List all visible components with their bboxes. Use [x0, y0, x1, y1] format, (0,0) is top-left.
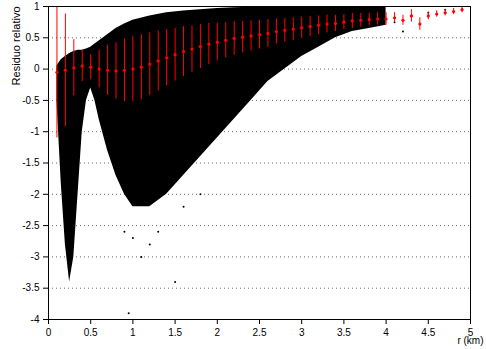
svg-text:-3.5: -3.5: [22, 282, 40, 293]
svg-text:r (km): r (km): [457, 335, 483, 346]
svg-text:3.5: 3.5: [337, 327, 351, 338]
svg-text:-2: -2: [31, 189, 40, 200]
svg-text:0: 0: [46, 327, 52, 338]
svg-text:1: 1: [34, 1, 40, 12]
svg-text:0.5: 0.5: [84, 327, 98, 338]
svg-text:0: 0: [34, 63, 40, 74]
svg-text:1.5: 1.5: [168, 327, 182, 338]
svg-text:-1: -1: [31, 126, 40, 137]
svg-text:2.5: 2.5: [253, 327, 267, 338]
svg-text:0.5: 0.5: [26, 32, 40, 43]
svg-text:-1.5: -1.5: [22, 157, 40, 168]
svg-text:1: 1: [130, 327, 136, 338]
svg-text:4.5: 4.5: [421, 327, 435, 338]
svg-text:2: 2: [215, 327, 221, 338]
svg-text:-2.5: -2.5: [22, 220, 40, 231]
svg-text:-0.5: -0.5: [22, 95, 40, 106]
svg-text:-3: -3: [31, 251, 40, 262]
svg-text:Residuo relativo: Residuo relativo: [10, 7, 22, 86]
svg-text:4: 4: [383, 327, 389, 338]
svg-text:3: 3: [299, 327, 305, 338]
svg-text:-4: -4: [31, 314, 40, 325]
svg-text:5: 5: [467, 326, 474, 338]
